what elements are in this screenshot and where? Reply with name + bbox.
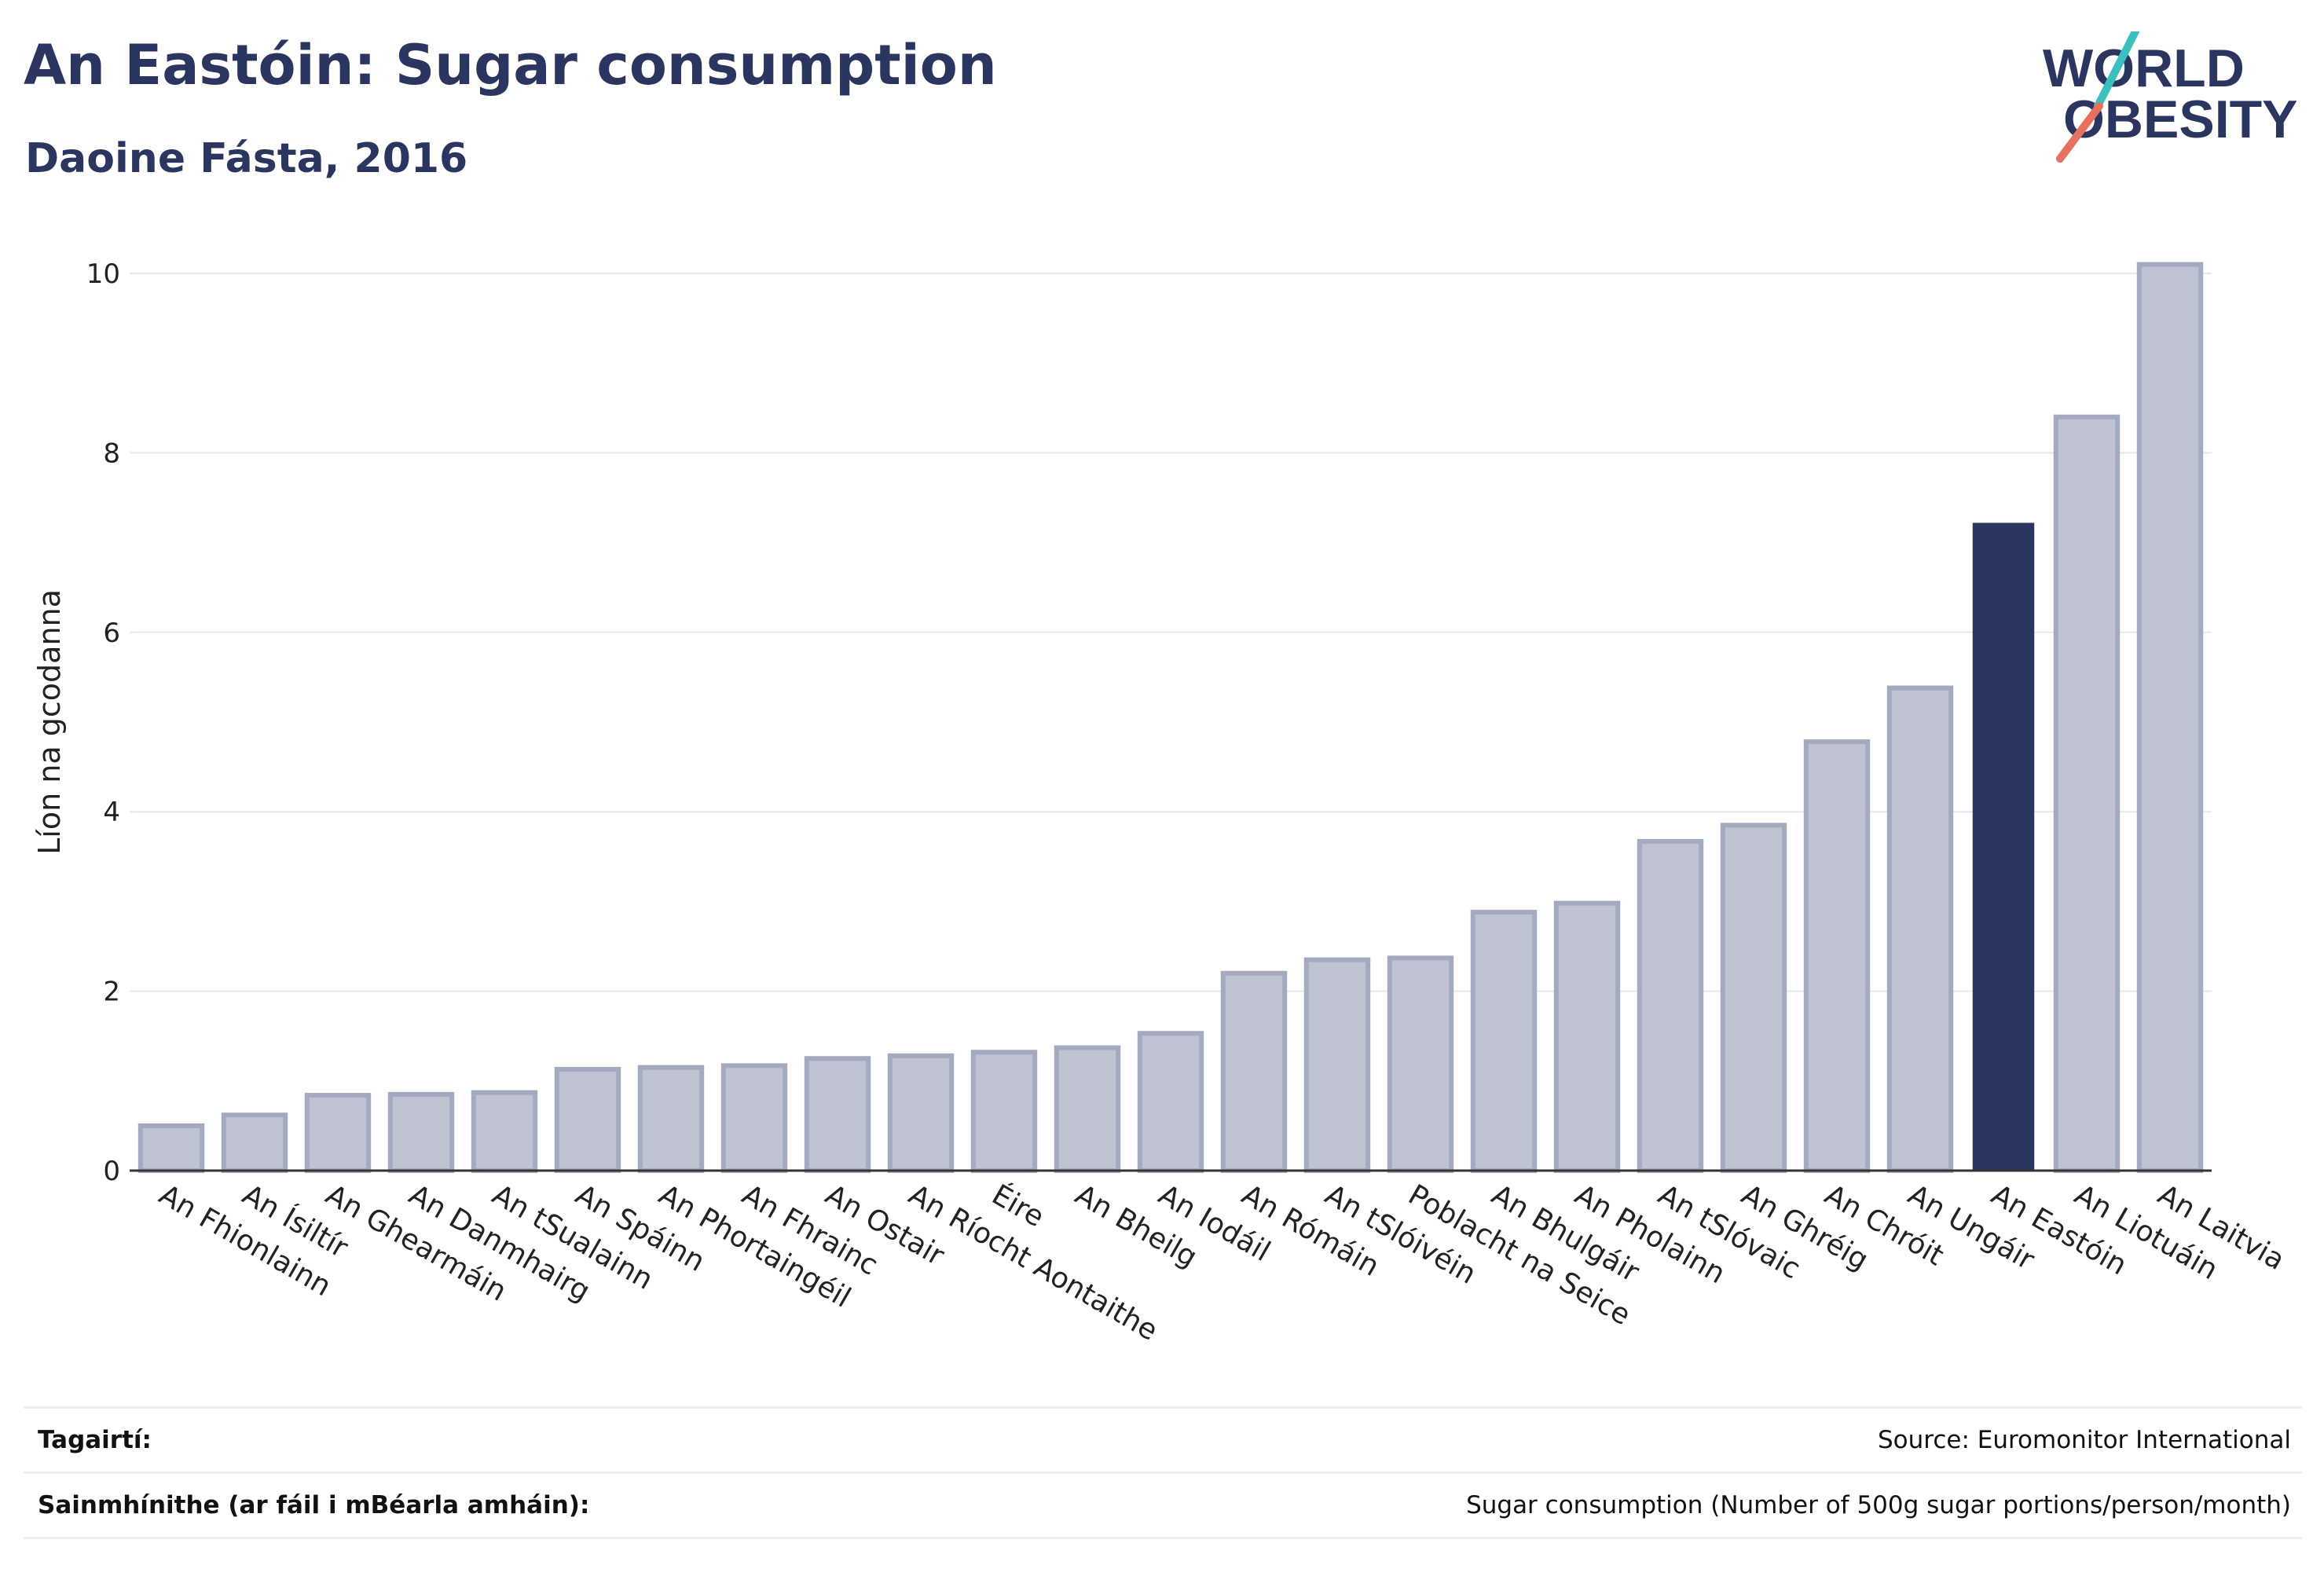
- bar: [1803, 739, 1871, 1173]
- bar: [1720, 823, 1787, 1173]
- references-row: Tagairtí: Source: Euromonitor Internatio…: [24, 1406, 2302, 1472]
- bars: [137, 262, 2204, 1174]
- bar: [471, 1090, 538, 1173]
- y-tick-label: 8: [103, 438, 120, 469]
- y-axis-title: Líon na gcodanna: [32, 589, 67, 855]
- bar: [1303, 957, 1371, 1173]
- y-tick-label: 4: [103, 797, 120, 828]
- bar: [970, 1050, 1038, 1173]
- logo-slash-teal: [2094, 31, 2139, 110]
- references-value: Source: Euromonitor International: [1877, 1426, 2291, 1454]
- bar-highlight: [1972, 522, 2035, 1171]
- world-obesity-logo: WORLD OBESITY: [2043, 31, 2298, 163]
- bar: [304, 1093, 372, 1174]
- bar: [387, 1091, 455, 1174]
- bar: [1387, 955, 1454, 1173]
- references-label: Tagairtí:: [38, 1426, 152, 1454]
- definitions-label: Sainmhínithe (ar fáil i mBéarla amháin):: [38, 1491, 590, 1519]
- definitions-value: Sugar consumption (Number of 500g sugar …: [1466, 1491, 2291, 1519]
- bar: [2136, 262, 2204, 1174]
- bar: [1886, 685, 1954, 1173]
- bar: [1137, 1031, 1204, 1174]
- y-tick-label: 0: [103, 1156, 120, 1187]
- logo-line1: WORLD: [2043, 38, 2245, 98]
- chart-subtitle: Daoine Fásta, 2016: [25, 135, 468, 182]
- bar: [1553, 900, 1621, 1173]
- bar: [720, 1063, 788, 1173]
- bar: [1637, 838, 1704, 1173]
- bar: [804, 1056, 871, 1173]
- bar: [137, 1123, 205, 1174]
- bar: [554, 1066, 621, 1173]
- definitions-row: Sainmhínithe (ar fáil i mBéarla amháin):…: [24, 1472, 2302, 1539]
- y-tick-label: 2: [103, 977, 120, 1008]
- bar: [1470, 910, 1538, 1173]
- y-axis-ticks: 0 2 4 6 8 10: [86, 258, 120, 1187]
- y-tick-label: 10: [86, 258, 120, 290]
- chart-title: An Eastóin: Sugar consumption: [24, 33, 997, 97]
- logo-slash-coral: [2056, 102, 2103, 163]
- bar: [1220, 970, 1288, 1174]
- bar: [887, 1053, 955, 1173]
- bar: [637, 1065, 705, 1174]
- bar: [1054, 1045, 1121, 1174]
- y-tick-label: 6: [103, 618, 120, 649]
- bar: [221, 1112, 288, 1174]
- bar: [2053, 414, 2121, 1173]
